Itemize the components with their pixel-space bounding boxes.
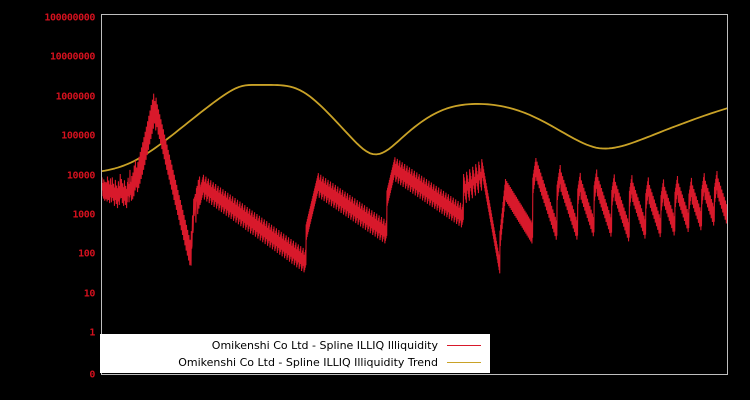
legend-label-illiquidity: Omikenshi Co Ltd - Spline ILLIQ Illiquid… <box>211 338 438 352</box>
illiquidity-line-path <box>102 93 727 274</box>
y-axis-tick-5: 1000 <box>72 209 96 221</box>
legend-label-illiquidity-trend: Omikenshi Co Ltd - Spline ILLIQ Illiquid… <box>178 355 438 369</box>
trend-line-path <box>102 84 727 173</box>
y-axis-tick-4: 10000 <box>66 170 96 182</box>
plot-frame <box>101 14 728 375</box>
chart-legend: Omikenshi Co Ltd - Spline ILLIQ Illiquid… <box>100 334 490 373</box>
y-axis-tick-2: 1000000 <box>55 91 96 103</box>
y-axis-tick-0: 100000000 <box>44 12 95 24</box>
legend-entry-illiquidity-trend: Omikenshi Co Ltd - Spline ILLIQ Illiquid… <box>101 354 481 371</box>
y-axis-tick-9: 0 <box>89 369 95 381</box>
y-axis-tick-6: 100 <box>78 248 95 260</box>
plot-svg <box>102 84 727 274</box>
y-axis-tick-3: 100000 <box>61 130 95 142</box>
y-axis-tick-8: 1 <box>89 327 95 339</box>
legend-swatch-illiquidity-trend <box>447 361 481 363</box>
y-axis-tick-7: 10 <box>83 288 96 300</box>
y-axis-tick-1: 10000000 <box>50 51 95 63</box>
legend-swatch-illiquidity <box>447 344 481 346</box>
legend-entry-illiquidity: Omikenshi Co Ltd - Spline ILLIQ Illiquid… <box>101 337 481 354</box>
